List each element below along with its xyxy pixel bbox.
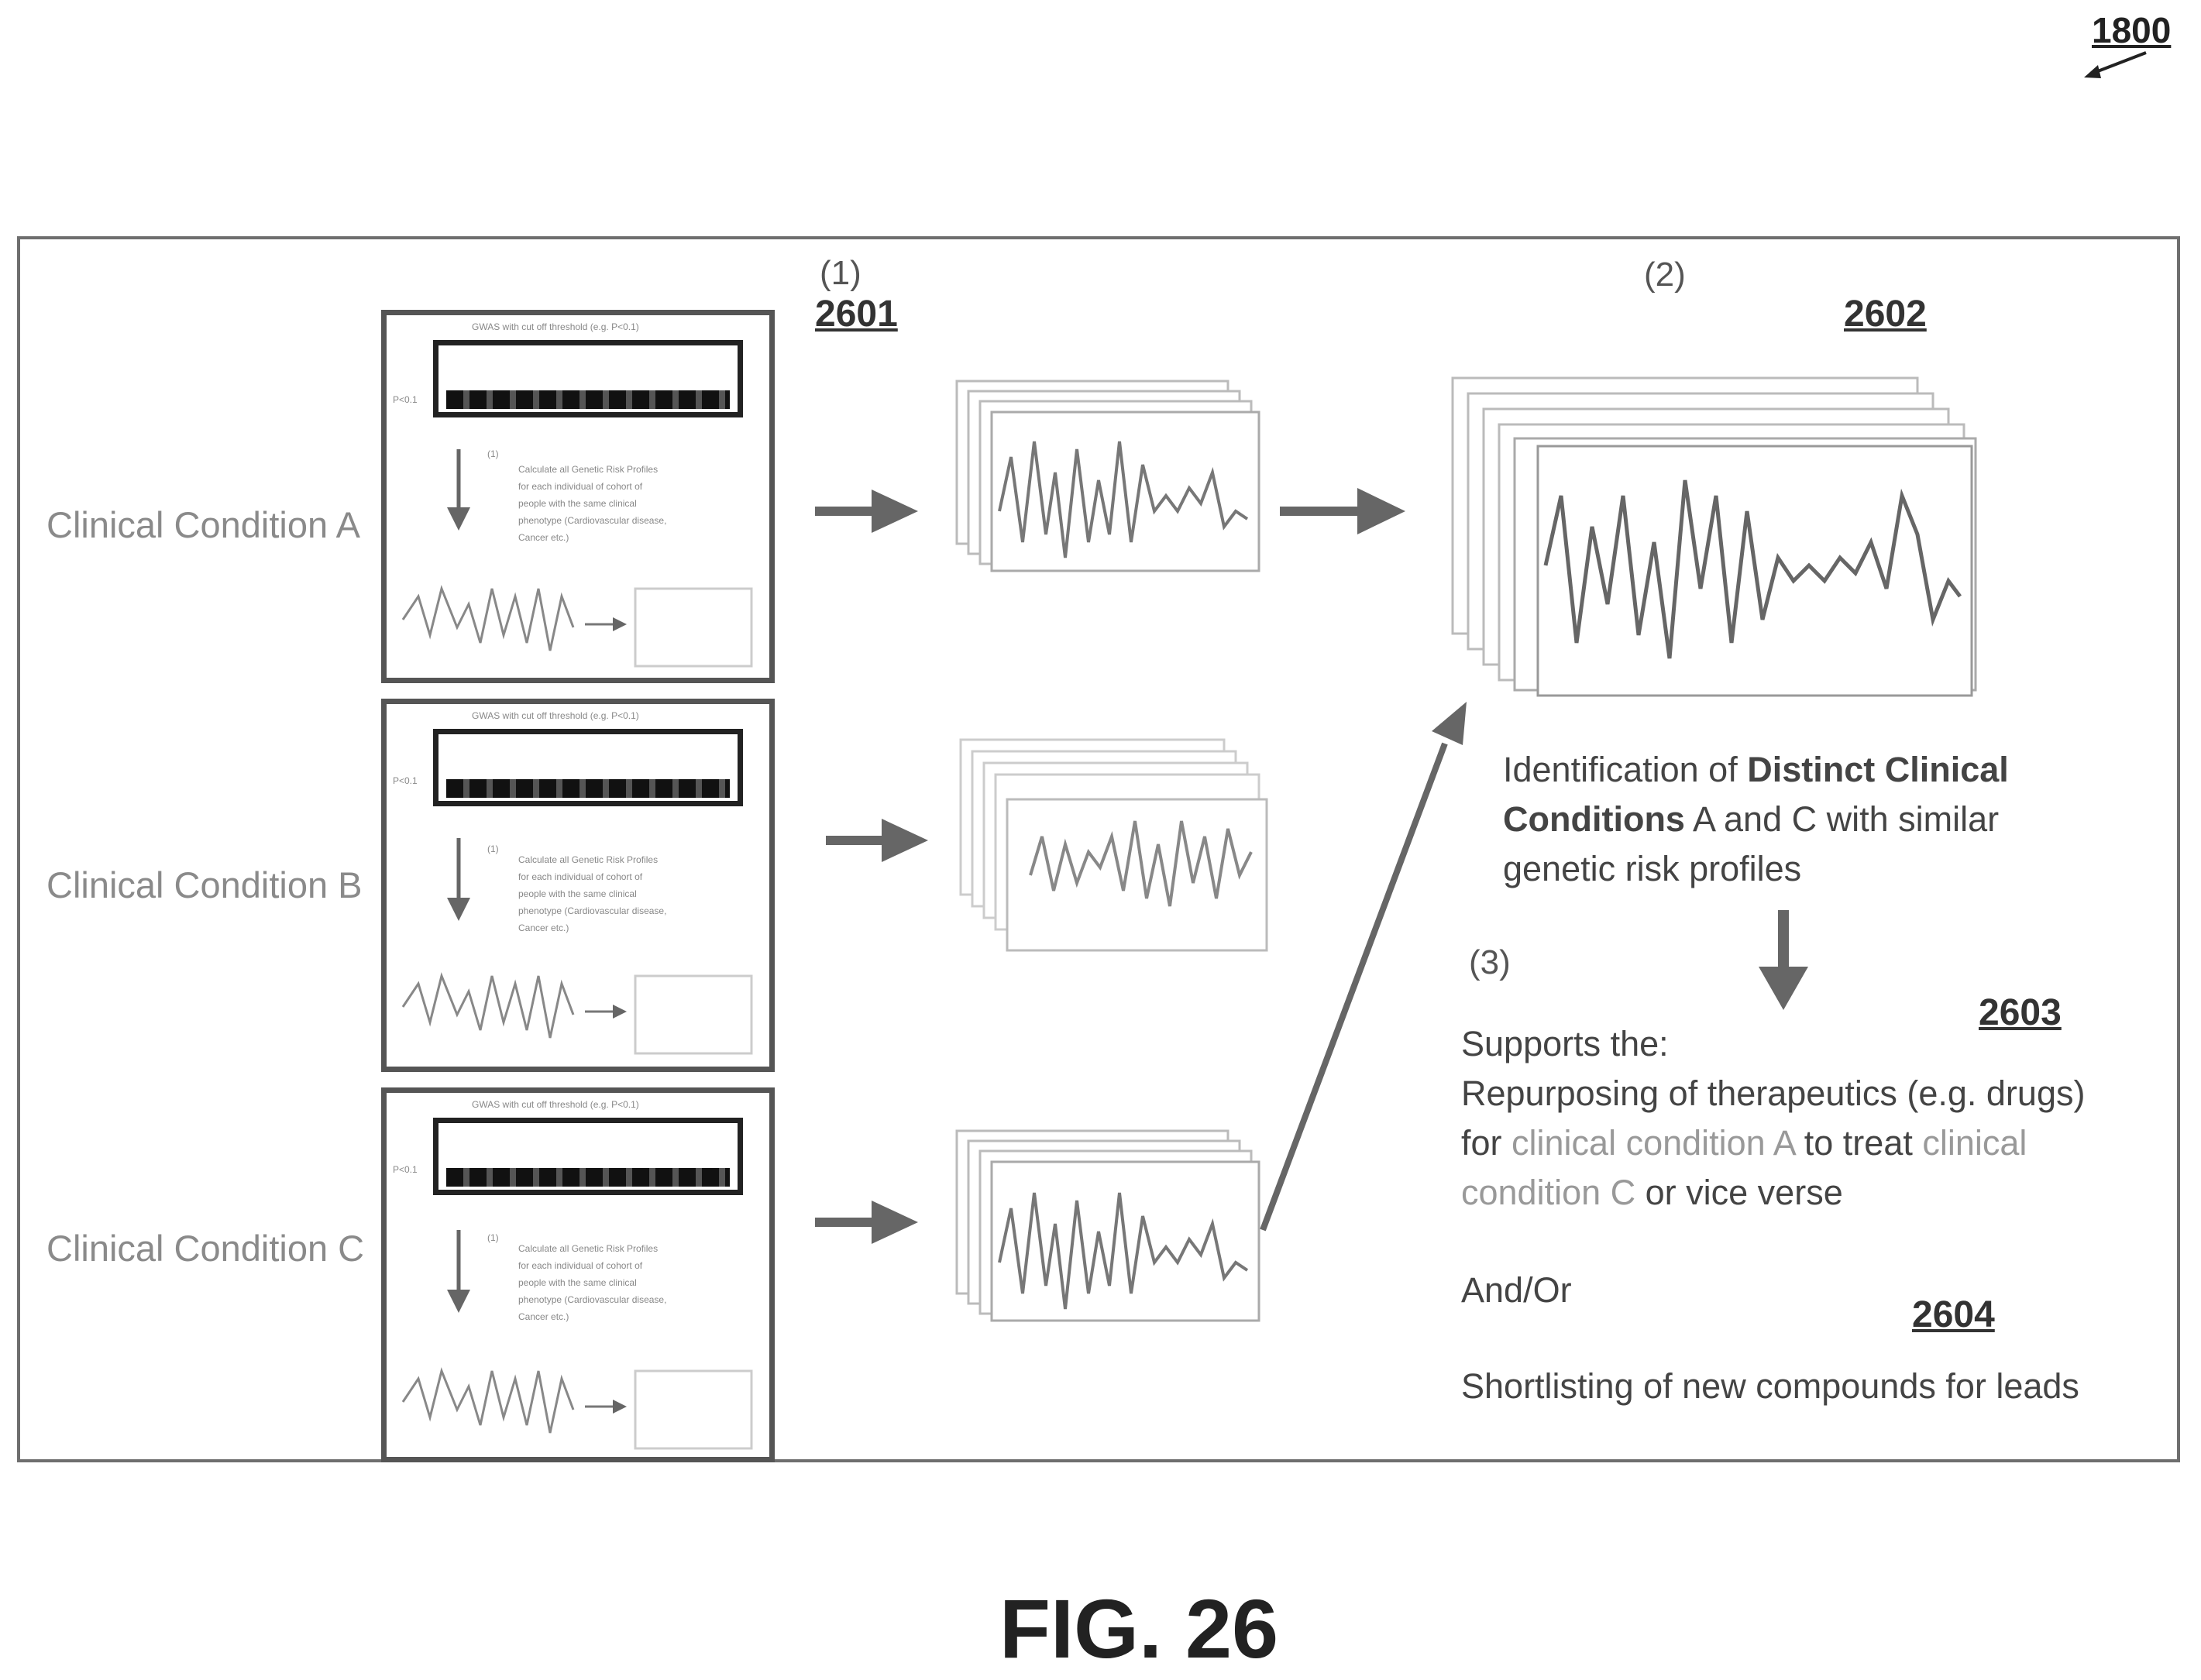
figure-ref-pointer xyxy=(0,0,2201,1680)
